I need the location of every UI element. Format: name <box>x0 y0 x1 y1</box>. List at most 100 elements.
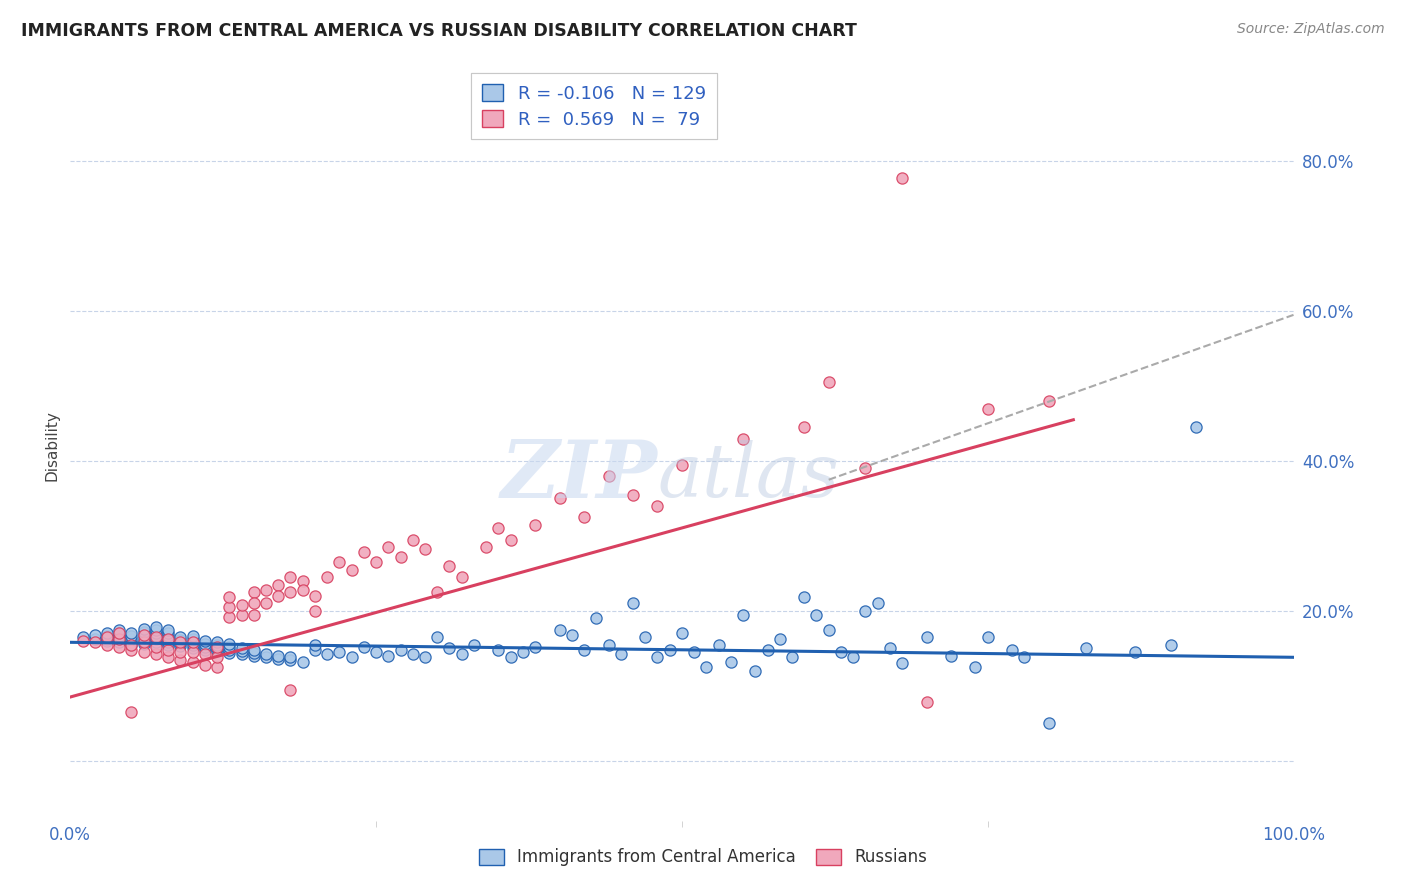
Point <box>353 545 375 559</box>
Point <box>121 629 143 643</box>
Point <box>121 638 143 652</box>
Point <box>231 648 253 662</box>
Point <box>218 637 240 651</box>
Point <box>205 638 228 652</box>
Point <box>598 469 620 483</box>
Point <box>1038 394 1060 409</box>
Point <box>181 641 204 656</box>
Point <box>280 585 302 599</box>
Point <box>218 642 240 657</box>
Point <box>499 650 522 665</box>
Point <box>96 630 118 644</box>
Point <box>426 630 449 644</box>
Point <box>733 432 755 446</box>
Point <box>181 655 204 669</box>
Point <box>733 607 755 622</box>
Point <box>169 636 191 650</box>
Point <box>169 630 191 644</box>
Point <box>634 630 657 644</box>
Point <box>243 642 266 657</box>
Point <box>243 646 266 660</box>
Point <box>1184 420 1206 434</box>
Point <box>132 622 155 636</box>
Point <box>157 650 180 665</box>
Point <box>793 420 815 434</box>
Point <box>132 628 155 642</box>
Point <box>328 645 350 659</box>
Point <box>561 628 583 642</box>
Point <box>243 607 266 622</box>
Point <box>231 607 253 622</box>
Point <box>157 632 180 647</box>
Point <box>340 650 363 665</box>
Point <box>205 650 228 665</box>
Point <box>145 640 167 654</box>
Point <box>426 585 449 599</box>
Point <box>231 644 253 658</box>
Point <box>169 633 191 648</box>
Point <box>316 648 339 662</box>
Point <box>231 598 253 612</box>
Point <box>181 632 204 647</box>
Point <box>793 591 815 605</box>
Point <box>132 637 155 651</box>
Point <box>475 540 498 554</box>
Point <box>157 638 180 652</box>
Point <box>1038 716 1060 731</box>
Point <box>96 638 118 652</box>
Point <box>304 638 326 652</box>
Point <box>291 582 314 597</box>
Point <box>96 629 118 643</box>
Point <box>389 549 412 564</box>
Point <box>658 642 681 657</box>
Point <box>671 626 693 640</box>
Point <box>254 582 277 597</box>
Y-axis label: Disability: Disability <box>44 410 59 482</box>
Point <box>1014 650 1036 665</box>
Point <box>524 517 547 532</box>
Point <box>891 170 914 185</box>
Point <box>218 591 240 605</box>
Point <box>377 648 399 663</box>
Point <box>108 632 131 647</box>
Legend: Immigrants from Central America, Russians: Immigrants from Central America, Russian… <box>471 840 935 875</box>
Point <box>157 634 180 648</box>
Point <box>304 604 326 618</box>
Point <box>683 645 706 659</box>
Point <box>157 642 180 657</box>
Point <box>254 650 277 665</box>
Point <box>267 652 290 666</box>
Point <box>254 596 277 610</box>
Point <box>145 638 167 652</box>
Point <box>976 401 998 416</box>
Point <box>145 630 167 644</box>
Point <box>132 624 155 639</box>
Point <box>891 657 914 671</box>
Point <box>512 645 534 659</box>
Point <box>132 635 155 649</box>
Point <box>267 577 290 591</box>
Point <box>181 638 204 652</box>
Point <box>181 635 204 649</box>
Point <box>218 646 240 660</box>
Point <box>132 631 155 645</box>
Point <box>121 705 143 719</box>
Point <box>132 628 155 642</box>
Point <box>610 648 633 662</box>
Point <box>389 642 412 657</box>
Point <box>328 555 350 569</box>
Point <box>671 458 693 472</box>
Point <box>1160 638 1182 652</box>
Point <box>267 648 290 663</box>
Point <box>488 521 510 535</box>
Point <box>181 629 204 643</box>
Point <box>108 624 131 638</box>
Point <box>157 623 180 637</box>
Point <box>413 650 436 665</box>
Point <box>205 644 228 658</box>
Point <box>366 645 388 659</box>
Point <box>756 642 779 657</box>
Point <box>647 499 669 513</box>
Point <box>976 630 998 644</box>
Point <box>572 510 595 524</box>
